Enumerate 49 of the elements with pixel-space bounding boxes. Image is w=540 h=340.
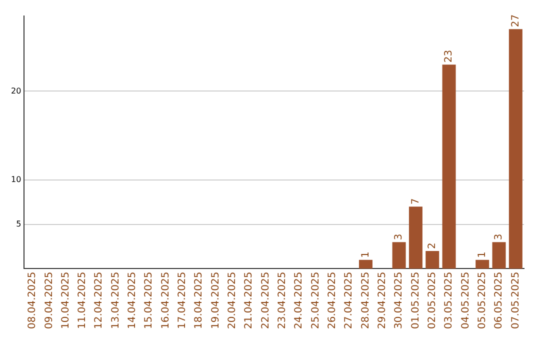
x-tick-label: 27.04.2025 [344, 272, 355, 330]
bar [476, 260, 490, 269]
bar [508, 29, 522, 269]
bar [426, 250, 440, 269]
x-tick-label: 17.04.2025 [177, 272, 188, 330]
x-tick-label: 28.04.2025 [360, 272, 372, 330]
bar [408, 206, 422, 269]
bar [492, 242, 506, 269]
x-tick-label: 18.04.2025 [194, 272, 205, 330]
x-tick-label: 22.04.2025 [260, 272, 272, 330]
x-tick-label: 26.04.2025 [326, 272, 338, 330]
data-label: 23 [444, 50, 455, 63]
x-tick-label: 06.05.2025 [494, 272, 505, 330]
data-label: 1 [360, 251, 372, 258]
x-tick-label: 25.04.2025 [310, 272, 322, 330]
x-tick-label: 02.05.2025 [426, 272, 438, 330]
bar [392, 242, 406, 269]
data-label: 3 [494, 234, 505, 240]
data-label: 3 [394, 234, 405, 240]
x-tick-label: 29.04.2025 [376, 272, 388, 330]
x-tick-label: 24.04.2025 [294, 272, 305, 330]
y-tick-label: 5 [16, 219, 22, 228]
y-tick-label: 10 [10, 175, 22, 184]
y-tick-label: 20 [10, 86, 22, 96]
data-label: 2 [426, 242, 438, 249]
x-tick-label: 19.04.2025 [210, 272, 222, 330]
data-label: 27 [510, 14, 522, 28]
x-tick-label: 03.05.2025 [444, 272, 455, 330]
bar [442, 64, 456, 269]
x-tick-label: 20.04.2025 [227, 272, 238, 330]
x-tick-label: 11.04.2025 [77, 272, 88, 330]
x-tick-label: 04.05.2025 [460, 272, 472, 330]
x-tick-label: 07.05.2025 [510, 272, 522, 330]
x-tick-label: 23.04.2025 [277, 272, 288, 330]
x-tick-label: 08.04.2025 [27, 272, 38, 330]
data-label: 1 [476, 251, 488, 258]
x-tick-label: 16.04.2025 [160, 272, 172, 330]
data-label: 7 [410, 198, 422, 205]
x-tick-label: 15.04.2025 [144, 272, 155, 330]
x-tick-label: 12.04.2025 [94, 272, 105, 330]
x-tick-label: 05.05.2025 [476, 272, 488, 330]
x-tick-label: 14.04.2025 [127, 272, 138, 330]
x-tick-label: 10.04.2025 [60, 272, 72, 330]
bar [358, 260, 372, 269]
x-tick-label: 21.04.2025 [244, 272, 255, 330]
x-tick-label: 30.04.2025 [394, 272, 405, 330]
x-tick-label: 01.05.2025 [410, 272, 422, 330]
x-tick-label: 09.04.2025 [44, 272, 55, 330]
x-tick-label: 13.04.2025 [110, 272, 122, 330]
